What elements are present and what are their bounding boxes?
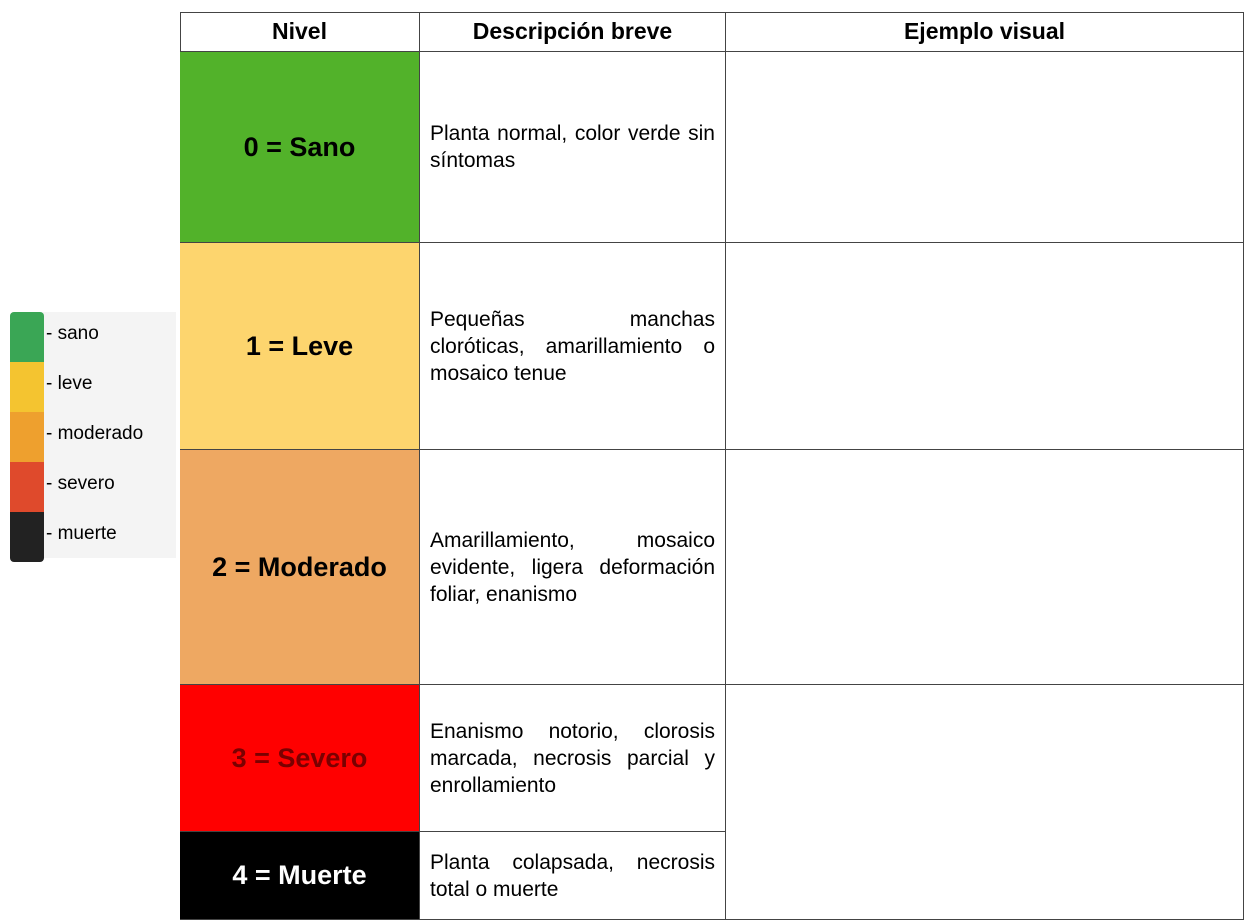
level-cell: 0 = Sano bbox=[180, 52, 420, 243]
description-cell: Planta normal, color verde sin síntomas bbox=[420, 52, 726, 243]
photo-cell bbox=[726, 685, 1244, 920]
level-cell: 1 = Leve bbox=[180, 243, 420, 450]
legend-swatch bbox=[10, 412, 44, 462]
legend-label: - severo bbox=[46, 473, 115, 494]
legend-label: - sano bbox=[46, 323, 99, 344]
level-cell: 2 = Moderado bbox=[180, 450, 420, 685]
photo-cell bbox=[726, 243, 1244, 450]
description-text: Planta colapsada, necrosis total o muert… bbox=[430, 850, 715, 901]
photo-cell bbox=[726, 450, 1244, 685]
description-text: Planta normal, color verde sin síntomas bbox=[430, 122, 715, 172]
photo-cell bbox=[726, 52, 1244, 243]
description-text: Pequeñas manchas cloróticas, amarillamie… bbox=[430, 307, 715, 385]
description-text: Amarillamiento, mosaico evidente, ligera… bbox=[430, 528, 715, 606]
description-text: Enanismo notorio, clorosis marcada, necr… bbox=[430, 719, 715, 797]
level-cell: 4 = Muerte bbox=[180, 832, 420, 920]
description-cell: Enanismo notorio, clorosis marcada, necr… bbox=[420, 685, 726, 832]
description-cell: Pequeñas manchas cloróticas, amarillamie… bbox=[420, 243, 726, 450]
legend-swatch bbox=[10, 312, 44, 362]
legend-label: - leve bbox=[46, 373, 93, 394]
header-cell: Descripción breve bbox=[420, 12, 726, 52]
legend-label: - muerte bbox=[46, 523, 117, 544]
legend-label: - moderado bbox=[46, 423, 144, 444]
legend-label-bg bbox=[40, 312, 176, 558]
legend-swatch bbox=[10, 362, 44, 412]
legend-swatch bbox=[10, 462, 44, 512]
header-cell: Ejemplo visual bbox=[726, 12, 1244, 52]
description-cell: Planta colapsada, necrosis total o muert… bbox=[420, 832, 726, 920]
level-cell: 3 = Severo bbox=[180, 685, 420, 832]
description-cell: Amarillamiento, mosaico evidente, ligera… bbox=[420, 450, 726, 685]
legend-swatch bbox=[10, 512, 44, 562]
header-cell: Nivel bbox=[180, 12, 420, 52]
